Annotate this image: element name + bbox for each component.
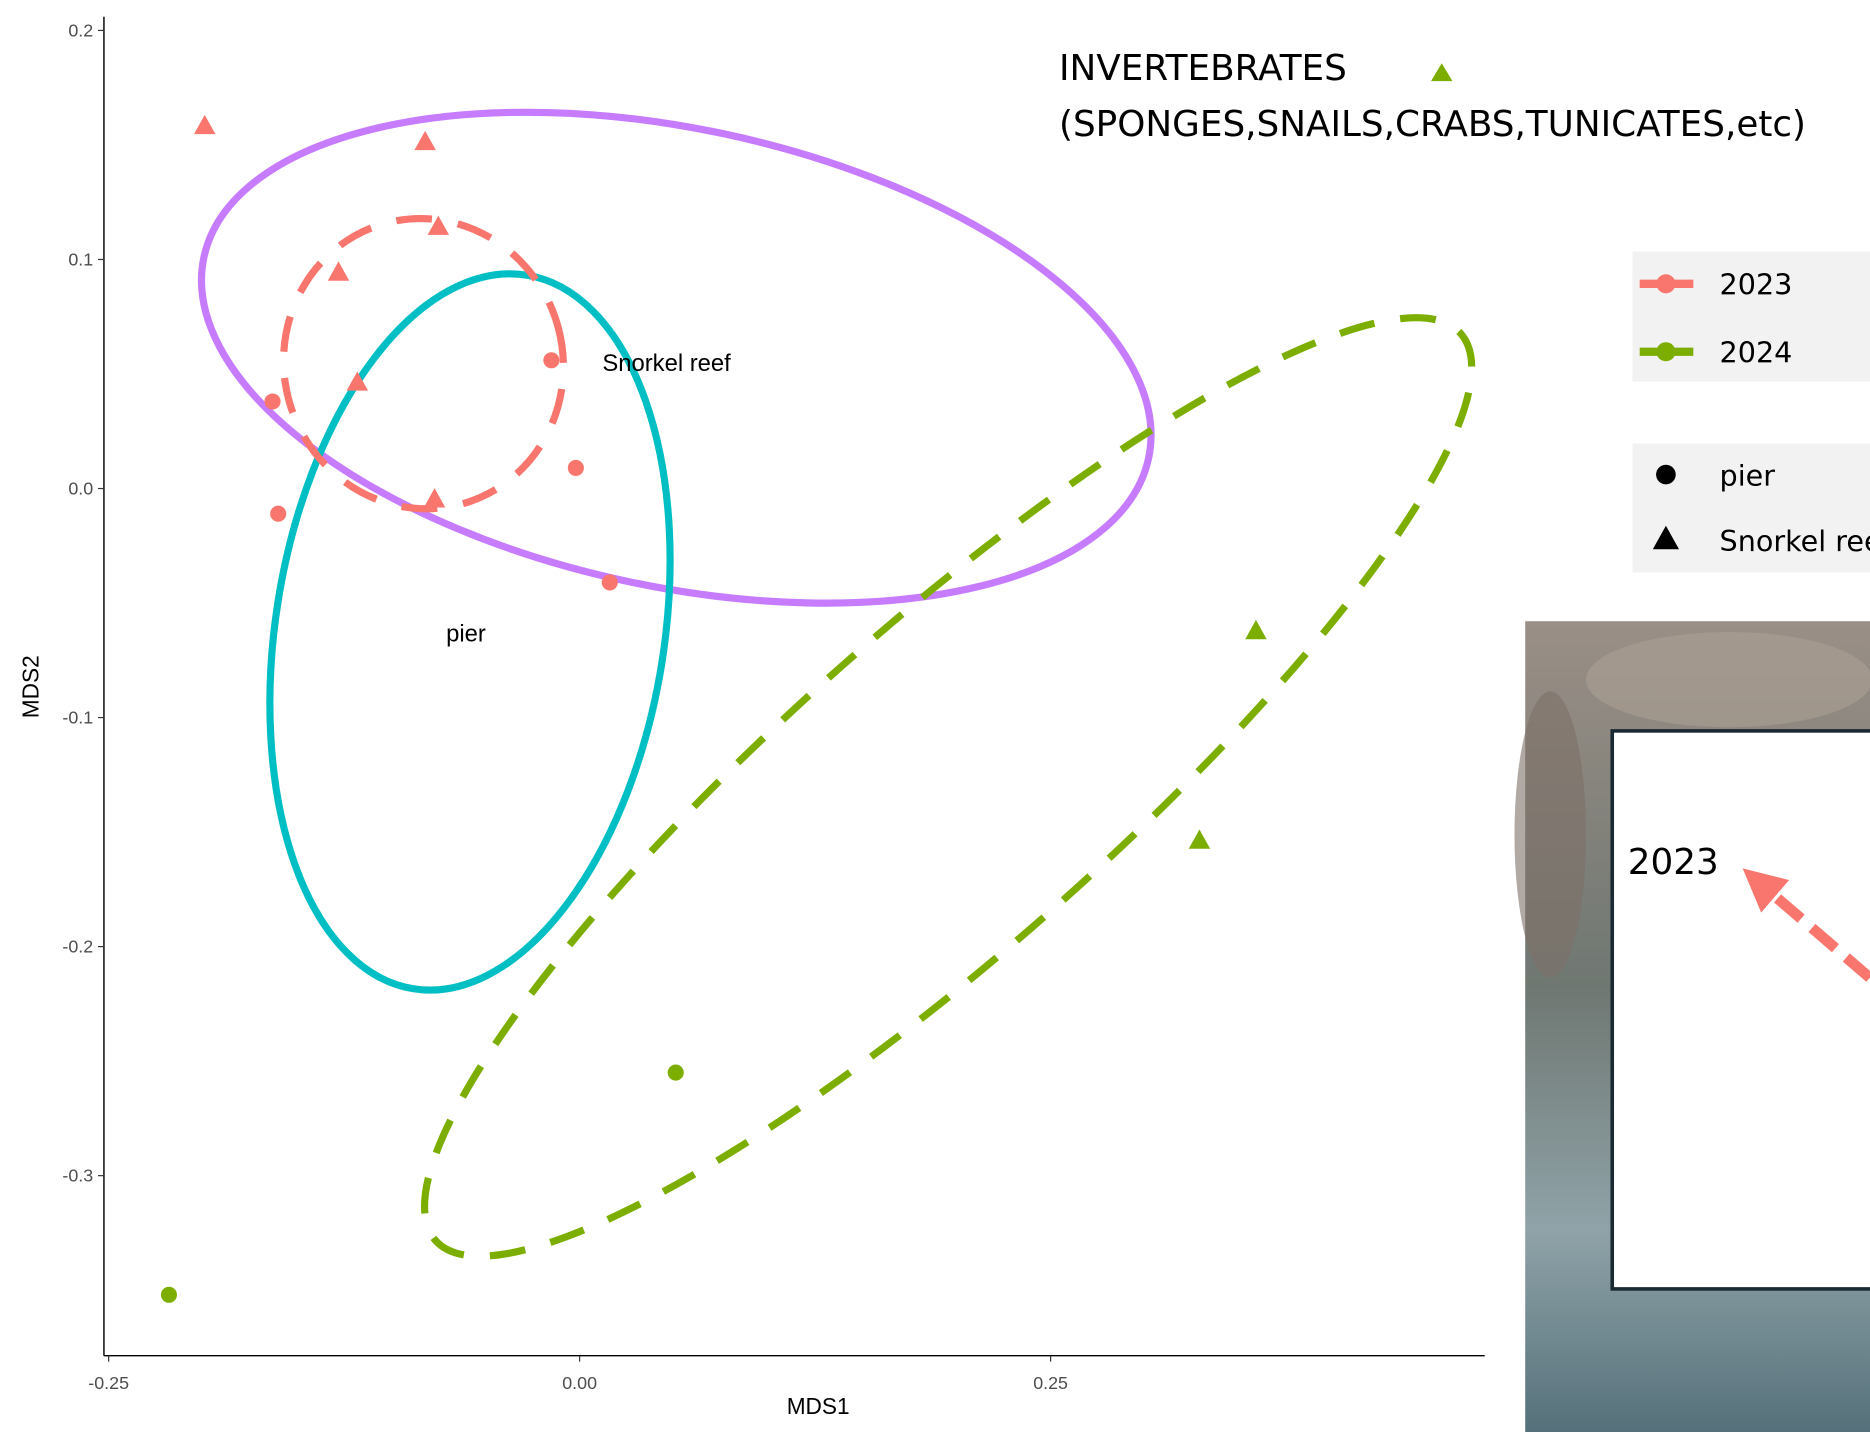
annotation: pier (446, 620, 486, 647)
annotation: Snorkel reef (602, 350, 731, 377)
legend-label: Snorkel reef (1720, 524, 1870, 558)
inset-label: 2023 (1628, 842, 1719, 883)
legend-box (1632, 251, 1870, 382)
y-axis-title: MDS2 (17, 655, 43, 718)
x-tick-label: 0.00 (562, 1373, 597, 1393)
legend-key (1656, 274, 1676, 294)
note-line: (SPONGES,SNAILS,CRABS,TUNICATES,etc) (1059, 104, 1806, 145)
inset-box (1610, 729, 1870, 1291)
ellipse-pier (266, 270, 674, 994)
y-tick-label: 0.0 (68, 478, 93, 498)
x-tick-label: -0.25 (88, 1373, 129, 1393)
y-tick-label: 0.1 (68, 249, 93, 269)
point (327, 261, 350, 281)
y-tick-label: -0.1 (62, 708, 93, 728)
ellipse-2023 (279, 215, 567, 513)
note-icon (1431, 63, 1453, 82)
point (567, 459, 584, 476)
legend-key (1652, 525, 1680, 550)
legend-key (1656, 464, 1676, 485)
point (193, 114, 216, 135)
point (427, 215, 450, 235)
point (1245, 619, 1267, 640)
inset-arrow (1742, 868, 1870, 982)
y-tick-label: 0.2 (68, 20, 93, 40)
point (160, 1286, 177, 1303)
legend-label: pier (1720, 458, 1776, 492)
x-tick-label: 0.25 (1033, 1373, 1068, 1393)
note-line: INVERTEBRATES (1059, 48, 1347, 89)
legend-label: 2024 (1720, 335, 1793, 369)
y-tick-label: -0.2 (62, 937, 93, 957)
point (1188, 829, 1211, 849)
point (270, 505, 287, 522)
photo-detail (1514, 691, 1587, 978)
point (346, 371, 369, 391)
y-tick-label: -0.3 (62, 1166, 93, 1186)
point (543, 352, 560, 369)
ellipse-2024 (420, 314, 1476, 1260)
legend-box (1632, 443, 1870, 573)
inset-photo: 2023 (1514, 621, 1870, 1432)
point (423, 488, 446, 508)
ellipse-snorkel (197, 108, 1155, 607)
ellipses (197, 108, 1476, 1260)
point (414, 130, 436, 151)
point (601, 574, 618, 591)
x-axis-title: MDS1 (787, 1393, 850, 1419)
legend-key (1656, 342, 1676, 362)
photo-detail (1586, 631, 1870, 728)
point (264, 393, 281, 410)
legend-label: 2023 (1720, 268, 1793, 302)
point (667, 1064, 684, 1081)
